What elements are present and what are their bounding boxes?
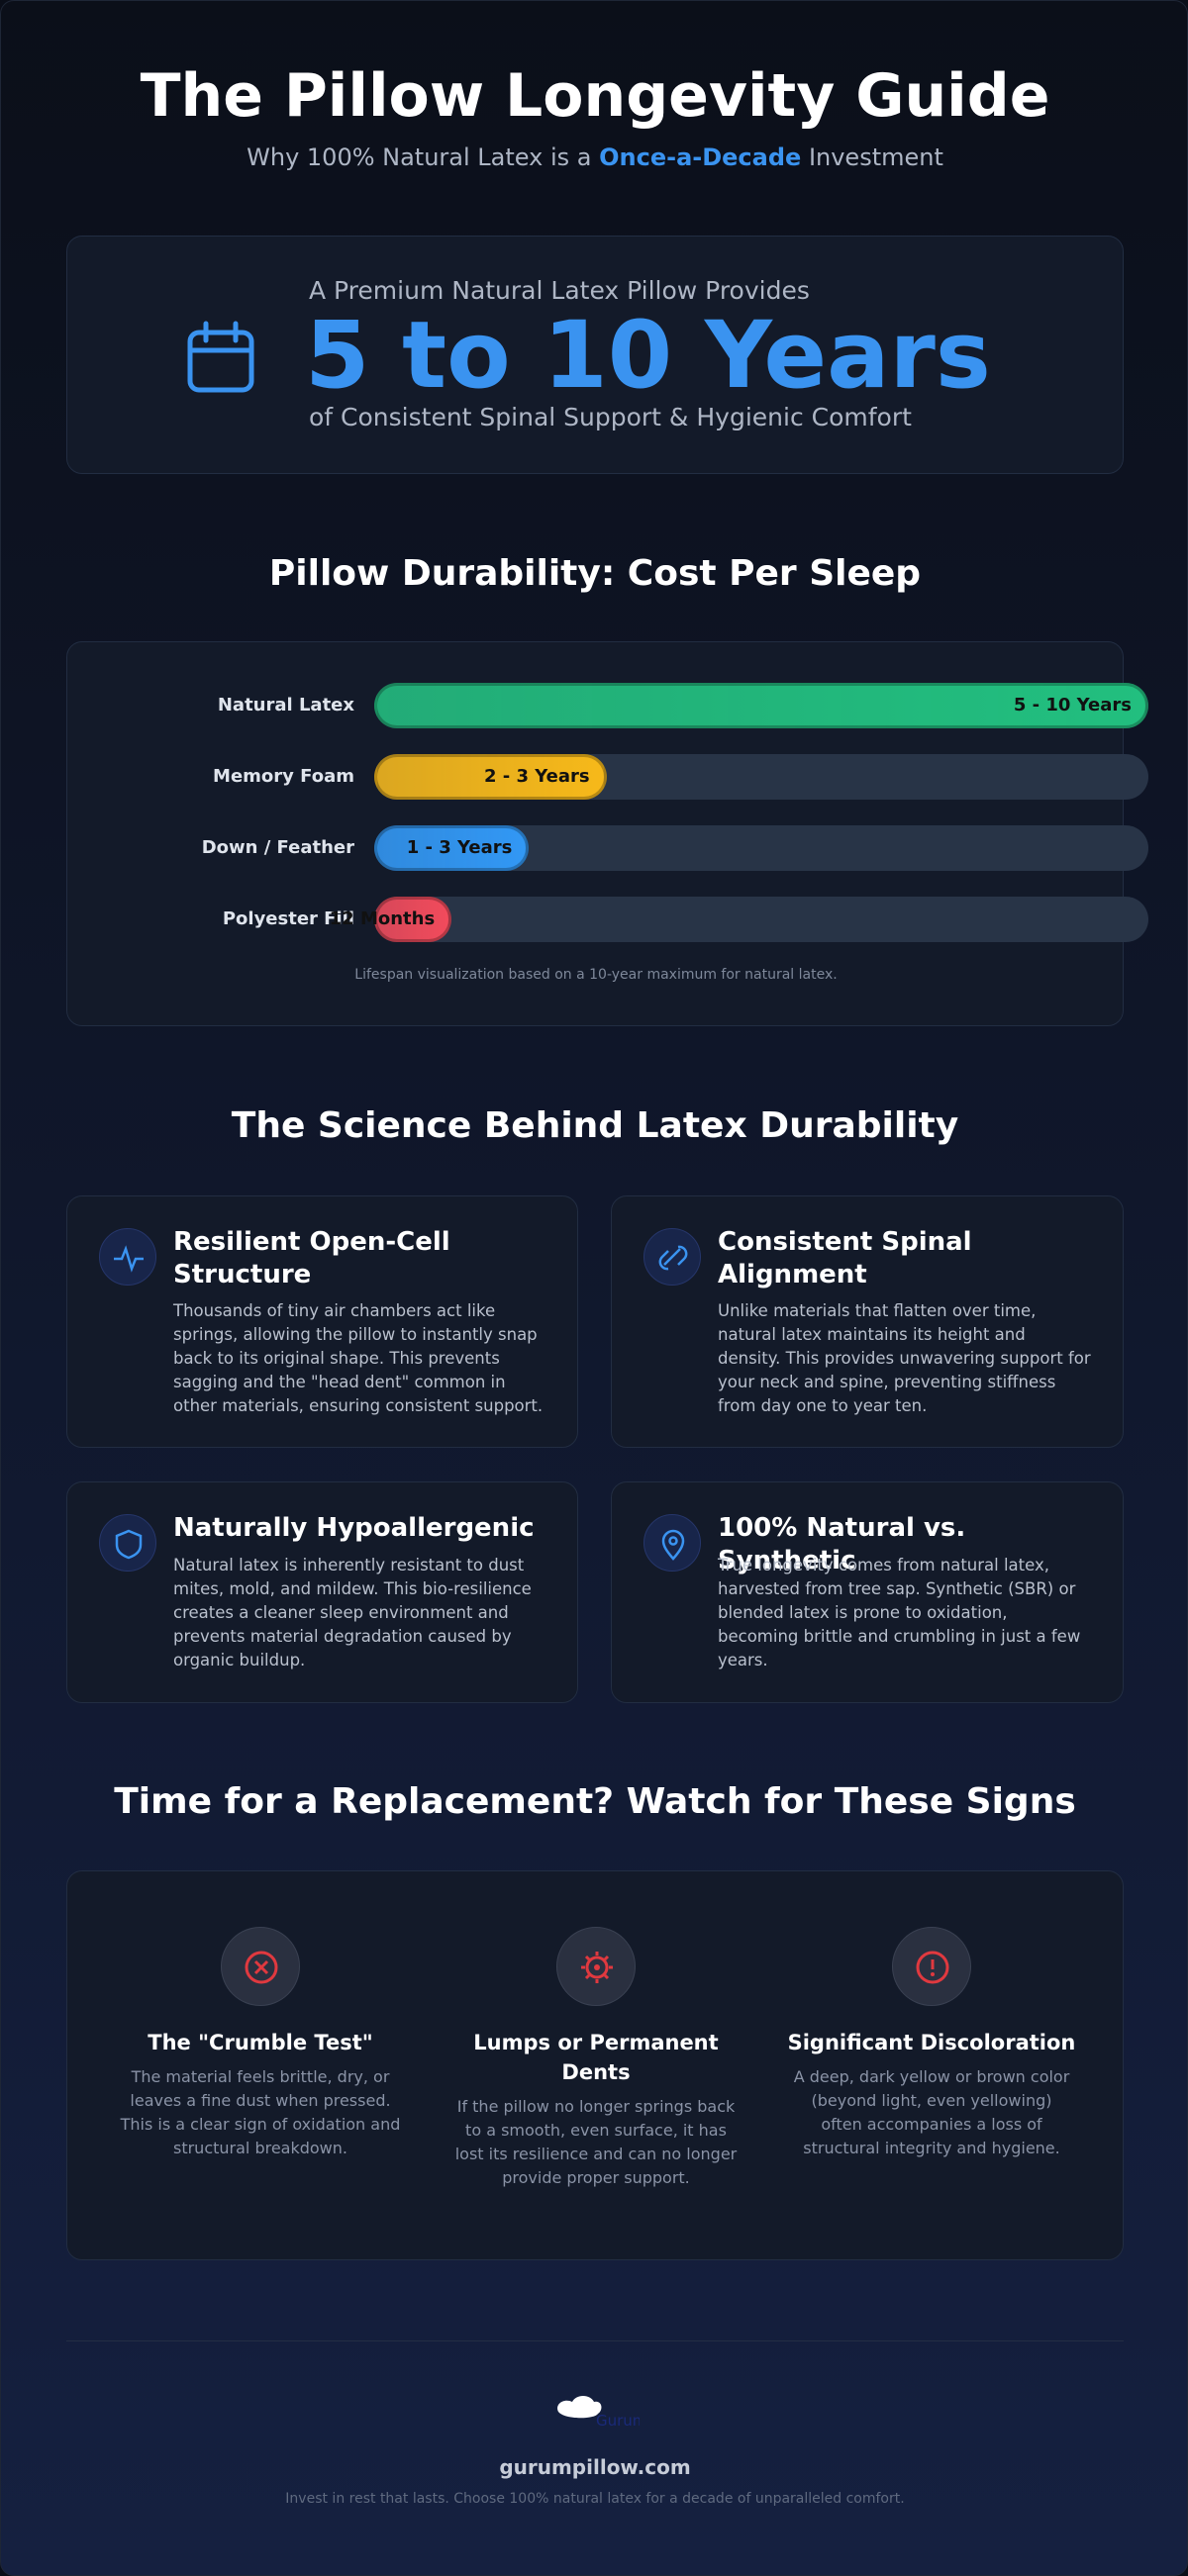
hero-tail: of Consistent Spinal Support & Hygienic …: [309, 403, 912, 431]
sign-body: If the pillow no longer springs back to …: [454, 2097, 738, 2187]
section-heading: Pillow Durability: Cost Per Sleep: [268, 553, 922, 594]
hero-headline: 5 to 10 Years: [305, 302, 991, 410]
sign: Significant Discoloration A deep, dark y…: [773, 1871, 1090, 2160]
bar: 12 Months: [330, 897, 452, 942]
icon: [99, 1514, 156, 1572]
category-label: Polyester Fill: [222, 908, 354, 929]
logo-text: Gurum: [596, 2412, 640, 2430]
bar-label: 1 - 3 Years: [406, 837, 513, 858]
section-heading: The Science Behind Latex Durability: [231, 1105, 959, 1146]
sign: The "Crumble Test" The material feels br…: [102, 1871, 419, 2160]
subtitle-text: Why 100% Natural Latex is a: [247, 143, 592, 171]
icon: [644, 1514, 701, 1572]
category-label: Memory Foam: [213, 766, 354, 787]
feature-card: Naturally Hypoallergenic Natural latex i…: [66, 1481, 578, 1703]
feature-card: Consistent Spinal Alignment Unlike mater…: [611, 1195, 1124, 1448]
subtitle: Why 100% Natural Latex is a Once-a-Decad…: [1, 142, 1187, 173]
sign: Lumps or Permanent Dents If the pillow n…: [438, 1871, 754, 2190]
card-body: Unlike materials that flatten over time,…: [718, 1301, 1091, 1415]
card-body: True longevity comes from natural latex,…: [718, 1556, 1081, 1670]
bar-label: 5 - 10 Years: [1013, 695, 1132, 716]
bar-track: 2 - 3 Years: [374, 754, 1148, 800]
card-title: Resilient Open-Cell Structure: [173, 1227, 450, 1289]
chart-note: Lifespan visualization based on a 10-yea…: [354, 967, 838, 983]
section-heading: Time for a Replacement? Watch for These …: [114, 1781, 1076, 1822]
sign-title: The "Crumble Test": [148, 2031, 373, 2054]
chart-card: Lifespan visualization based on a 10-yea…: [66, 641, 1148, 1026]
title: The Pillow Longevity Guide: [140, 61, 1050, 131]
bar: 5 - 10 Years: [374, 683, 1148, 728]
signs-card: The "Crumble Test" The material feels br…: [66, 1870, 1124, 2260]
card-title: Consistent Spinal Alignment: [718, 1227, 972, 1289]
sign-title: Significant Discoloration: [787, 2031, 1076, 2054]
bar: 2 - 3 Years: [374, 754, 607, 800]
icon: [99, 1228, 156, 1286]
bar-label: 2 - 3 Years: [483, 766, 590, 787]
feature-card: Resilient Open-Cell Structure Thousands …: [66, 1195, 578, 1448]
bar-track: 1 - 3 Years: [374, 825, 1148, 871]
divider: [66, 2340, 1124, 2341]
logo: Gurum: [557, 2396, 640, 2430]
sign-body: The material feels brittle, dry, or leav…: [120, 2067, 401, 2157]
bar-track: 5 - 10 Years: [374, 683, 1148, 728]
sign-title: Lumps or Permanent Dents: [473, 2031, 719, 2084]
subtitle-text: Investment: [808, 143, 943, 171]
category-label: Natural Latex: [217, 695, 354, 716]
card-title: Naturally Hypoallergenic: [173, 1513, 535, 1543]
bar-track: 12 Months: [330, 897, 1148, 942]
bar-label: 12 Months: [329, 908, 436, 929]
card-body: Thousands of tiny air chambers act like …: [173, 1301, 544, 1415]
calendar-icon: [187, 321, 254, 393]
card-title: 100% Natural vs. Synthetic: [718, 1513, 966, 1575]
icon: [221, 1927, 300, 2006]
card-body: Natural latex is inherently resistant to…: [173, 1556, 532, 1670]
bar: 1 - 3 Years: [374, 825, 530, 871]
category-label: Down / Feather: [201, 837, 354, 858]
hero-card: A Premium Natural Latex Pillow Provides …: [66, 236, 1124, 474]
sign-body: A deep, dark yellow or brown color (beyo…: [793, 2067, 1070, 2157]
feature-card: 100% Natural vs. Synthetic True longevit…: [611, 1481, 1124, 1703]
icon: [892, 1927, 971, 2006]
icon: [556, 1927, 636, 2006]
tagline: Invest in rest that lasts. Choose 100% n…: [285, 2491, 905, 2507]
hero-lead: A Premium Natural Latex Pillow Provides: [309, 276, 810, 305]
icon: [644, 1228, 701, 1286]
site: gurumpillow.com: [499, 2455, 691, 2479]
subtitle-highlight: Once-a-Decade: [599, 143, 802, 171]
